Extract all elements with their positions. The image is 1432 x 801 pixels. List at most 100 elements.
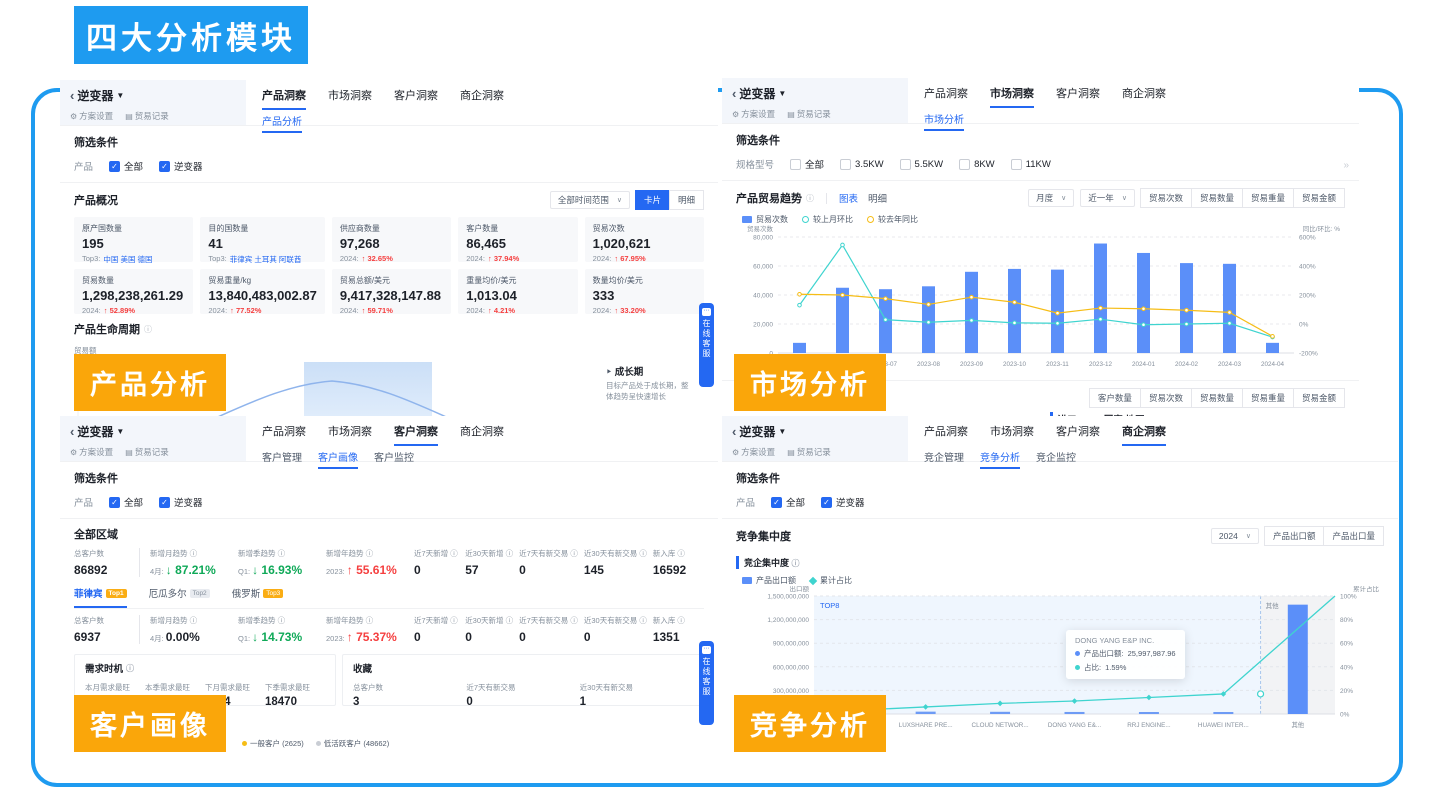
checkbox-0[interactable]: 全部 <box>790 157 824 171</box>
top-tab-1[interactable]: 市场洞察 <box>328 90 372 102</box>
button-1[interactable]: 产品出口量 <box>1323 526 1384 546</box>
back-icon[interactable]: ‹ <box>732 424 737 439</box>
top-tab-1[interactable]: 市场洞察 <box>328 426 372 438</box>
button-4[interactable]: 贸易金额 <box>1292 388 1345 408</box>
checkbox-0[interactable]: ✓ 全部 <box>771 495 805 509</box>
top-tab-2[interactable]: 客户洞察 <box>394 423 438 446</box>
scheme-settings-link[interactable]: ⚙ 方案设置 <box>70 447 114 457</box>
country-tab-0[interactable]: 菲律宾 Top1 <box>74 586 127 608</box>
trade-trend-chart[interactable]: 80,000600%60,000400%40,000200%20,0000%0-… <box>736 224 1342 375</box>
online-service-button[interactable]: ⋯ 在线客服 <box>699 303 714 387</box>
back-icon[interactable]: ‹ <box>732 86 737 101</box>
button-0[interactable]: 客户数量 <box>1088 388 1141 408</box>
button-3[interactable]: 贸易重量 <box>1241 388 1294 408</box>
back-icon[interactable]: ‹ <box>70 424 75 439</box>
collapse-icon[interactable]: » <box>1343 160 1349 171</box>
country-tab-2[interactable]: 俄罗斯 Top3 <box>232 586 284 608</box>
top-tab-1[interactable]: 市场洞察 <box>990 426 1034 438</box>
sub-tab-0[interactable]: 产品分析 <box>262 113 302 133</box>
trade-records-link[interactable]: ▤ 贸易记录 <box>787 109 831 119</box>
legend-item-0[interactable]: 贸易次数 <box>742 214 788 225</box>
trade-records-link[interactable]: ▤ 贸易记录 <box>787 447 831 457</box>
gear-icon: ⚙ <box>732 109 740 119</box>
checkbox-box-icon <box>1010 158 1022 170</box>
trade-records-link[interactable]: ▤ 贸易记录 <box>125 111 169 121</box>
kv-label: 本季需求最旺 <box>145 683 190 692</box>
back-icon[interactable]: ‹ <box>70 88 75 103</box>
legend-item-0[interactable]: 产品出口额 <box>742 575 796 586</box>
dropdown-0[interactable]: 月度 ∨ <box>1028 189 1075 207</box>
trade-records-link[interactable]: ▤ 贸易记录 <box>125 447 169 457</box>
top-tab-2[interactable]: 客户洞察 <box>1056 426 1100 438</box>
legend-item-2[interactable]: 较去年同比 <box>867 214 918 225</box>
sub-tab-0[interactable]: 市场分析 <box>924 111 964 131</box>
top-tab-3[interactable]: 商企洞察 <box>1122 88 1166 100</box>
checkbox-1[interactable]: 3.5KW <box>840 157 884 171</box>
top-tab-0[interactable]: 产品洞察 <box>262 87 306 110</box>
button-0[interactable]: 产品出口额 <box>1263 526 1325 546</box>
top-tab-0[interactable]: 产品洞察 <box>924 88 968 100</box>
legend-item-1[interactable]: 较上月环比 <box>802 214 853 225</box>
top-tab-0[interactable]: 产品洞察 <box>262 426 306 438</box>
view-tab-0[interactable]: 图表 <box>839 194 859 205</box>
scheme-settings-link[interactable]: ⚙ 方案设置 <box>732 109 776 119</box>
card-sub-prefix: 2024: <box>466 306 485 315</box>
button-2[interactable]: 贸易数量 <box>1190 388 1243 408</box>
concentration-pareto-chart[interactable]: TOP8 其他 1,500,000,000 100% 1,200,000,000 80% 9… <box>736 584 1381 736</box>
sub-tab-2[interactable]: 客户监控 <box>374 453 414 464</box>
top-tab-3[interactable]: 商企洞察 <box>460 426 504 438</box>
checkbox-2[interactable]: 5.5KW <box>899 157 943 171</box>
sub-tab-0[interactable]: 客户管理 <box>262 453 302 464</box>
stat-value: 145 <box>583 563 604 577</box>
product-selector[interactable]: ‹ 逆变器 ▼ <box>70 423 236 440</box>
button-1[interactable]: 贸易数量 <box>1190 188 1243 208</box>
legend-item-0[interactable]: 一般客户 (2625) <box>242 738 304 749</box>
lifecycle-curve-chart[interactable] <box>74 358 590 416</box>
top-tab-2[interactable]: 客户洞察 <box>1056 88 1100 100</box>
button-1[interactable]: 明细 <box>668 190 704 210</box>
top-tab-0[interactable]: 产品洞察 <box>924 426 968 438</box>
product-selector[interactable]: ‹ 逆变器 ▼ <box>70 87 236 104</box>
dropdown-0[interactable]: 2024 ∨ <box>1210 528 1259 544</box>
checkbox-1[interactable]: ✓ 逆变器 <box>159 159 203 173</box>
card-top3-links[interactable]: 菲律宾 土耳其 阿联酋 <box>229 255 302 264</box>
button-3[interactable]: 贸易金额 <box>1292 188 1345 208</box>
card-top3-links[interactable]: 中国 美国 德国 <box>103 255 153 264</box>
legend-item-1[interactable]: 累计占比 <box>808 575 852 586</box>
product-selector[interactable]: ‹ 逆变器 ▼ <box>732 423 898 440</box>
sub-tab-0[interactable]: 竞企管理 <box>924 453 964 464</box>
online-service-button[interactable]: ⋯ 在线客服 <box>699 641 714 725</box>
dropdown-1[interactable]: 近一年 ∨ <box>1080 189 1135 207</box>
stat-cell-5: 近30天新增 ⓘ 57 <box>465 548 519 577</box>
scheme-settings-link[interactable]: ⚙ 方案设置 <box>732 447 776 457</box>
top-tab-1[interactable]: 市场洞察 <box>990 85 1034 108</box>
view-tab-1[interactable]: 明细 <box>868 194 888 205</box>
top-tab-2[interactable]: 客户洞察 <box>394 90 438 102</box>
checkbox-1[interactable]: ✓ 逆变器 <box>159 495 203 509</box>
button-0[interactable]: 卡片 <box>634 190 670 210</box>
lifecycle-title: 产品生命周期 <box>74 324 140 336</box>
scheme-settings-link[interactable]: ⚙ 方案设置 <box>70 111 114 121</box>
time-range-dropdown[interactable]: 全部时间范围 ∨ <box>549 191 630 209</box>
checkbox-0[interactable]: ✓ 全部 <box>109 159 143 173</box>
stat-cell-3: 新增年趋势 ⓘ 2023: ↑ 55.61% <box>326 548 414 577</box>
button-1[interactable]: 贸易次数 <box>1139 388 1192 408</box>
checkbox-4[interactable]: 11KW <box>1010 157 1051 171</box>
product-selector[interactable]: ‹ 逆变器 ▼ <box>732 85 898 102</box>
import-top10-chart[interactable]: 进口Top10国家/地区 贸易次数 80,000 <box>1049 412 1345 416</box>
top-tab-3[interactable]: 商企洞察 <box>1122 423 1166 446</box>
checkbox-0[interactable]: ✓ 全部 <box>109 495 143 509</box>
country-tab-1[interactable]: 厄瓜多尔 Top2 <box>149 586 210 608</box>
legend-item-1[interactable]: 低活跃客户 (48662) <box>315 738 389 749</box>
sub-tab-2[interactable]: 竞企监控 <box>1036 453 1076 464</box>
checkbox-1[interactable]: ✓ 逆变器 <box>821 495 865 509</box>
sub-tab-1[interactable]: 客户画像 <box>318 449 358 469</box>
button-0[interactable]: 贸易次数 <box>1139 188 1192 208</box>
top-tab-3[interactable]: 商企洞察 <box>460 90 504 102</box>
button-2[interactable]: 贸易重量 <box>1241 188 1294 208</box>
sub-tab-1[interactable]: 竞争分析 <box>980 449 1020 469</box>
card-delta: ↑ 67.95% <box>614 254 646 263</box>
checkbox-3[interactable]: 8KW <box>959 157 995 171</box>
filter-section-title: 筛选条件 <box>74 473 118 485</box>
